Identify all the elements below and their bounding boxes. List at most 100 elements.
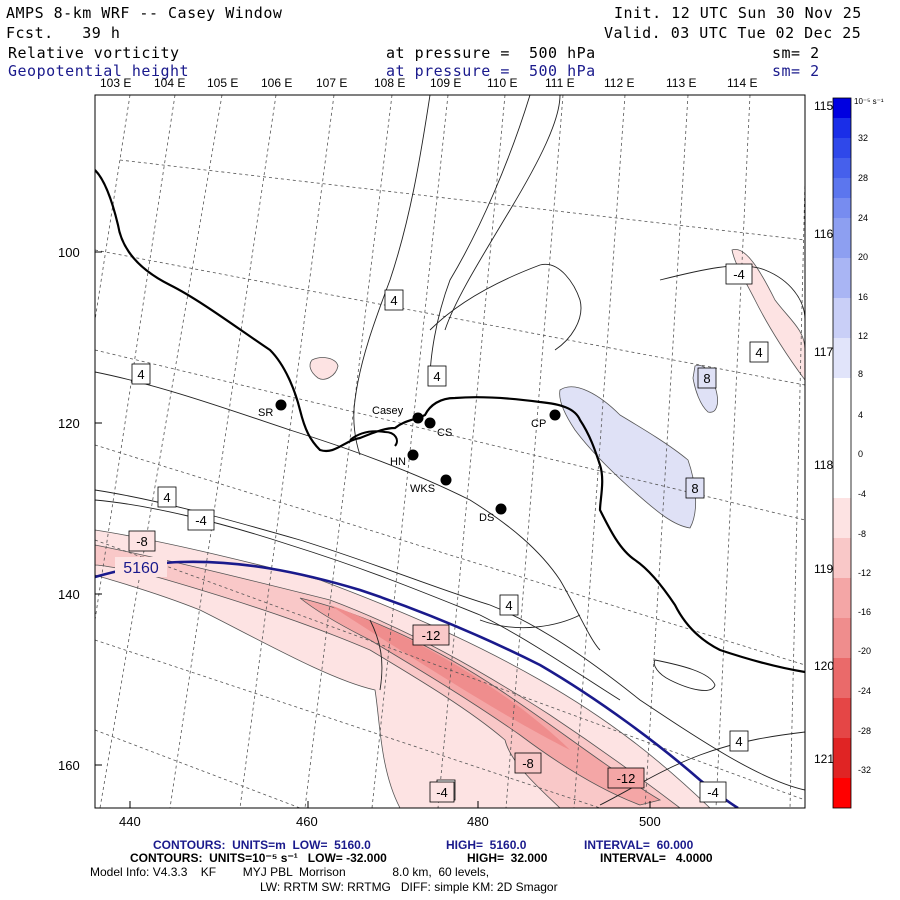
contour-label: 4: [755, 345, 762, 360]
contour-label: 8: [691, 481, 698, 496]
x-tick-label: 460: [296, 814, 318, 829]
lon-label: 113 E: [666, 76, 697, 90]
forecast-hour: Fcst. 39 h: [6, 24, 121, 42]
island: [349, 430, 398, 447]
lon-label: 111 E: [545, 76, 575, 90]
station-label: CS: [437, 427, 452, 439]
lon-label: 107 E: [316, 76, 348, 90]
contour-label: 4: [433, 369, 440, 384]
lat-lon-grid: [95, 95, 805, 808]
footer-model-info: Model Info: V4.3.3 KF MYJ PBL Morrison 8…: [90, 865, 490, 879]
station-markers: SR Casey CS HN WKS DS CP: [258, 399, 561, 524]
footer-vort-interval: INTERVAL= 4.0000: [600, 851, 713, 865]
lon-label: 105 E: [207, 76, 239, 90]
lon-label: 103 E: [100, 76, 132, 90]
lon-label: 109 E: [430, 76, 462, 90]
x-tick-label: 500: [639, 814, 661, 829]
footer-height-info: CONTOURS: UNITS=m LOW= 5160.0: [153, 838, 371, 852]
contour-label: 4: [137, 367, 144, 382]
colorbar-label: 24: [858, 213, 868, 223]
colorbar-label: 12: [858, 331, 868, 341]
y-axis-ticks: [95, 251, 651, 808]
lon-label: 110 E: [487, 76, 518, 90]
contour-label: 4: [735, 734, 742, 749]
y-tick-label: 100: [58, 245, 80, 260]
init-time: Init. 12 UTC Sun 30 Nov 25: [614, 4, 862, 22]
station-label: WKS: [410, 483, 435, 495]
station-dot-wks: [440, 474, 452, 486]
contour-label: 4: [163, 490, 170, 505]
station-label: DS: [479, 512, 494, 524]
colorbar-label: -28: [858, 726, 871, 736]
colorbar-label: -4: [858, 489, 866, 499]
height-contour-5160: [95, 560, 739, 808]
footer-height-interval: INTERVAL= 60.000: [584, 838, 694, 852]
x-tick-label: 440: [119, 814, 141, 829]
field2-level: at pressure = 500 hPa: [386, 62, 596, 80]
footer-vort-high: HIGH= 32.000: [467, 851, 548, 865]
footer-physics-info: LW: RRTM SW: RRTMG DIFF: simple KM: 2D S…: [260, 880, 558, 894]
field1-smoothing: sm= 2: [772, 44, 820, 62]
height-contour-label: 5160: [123, 560, 159, 577]
plot-frame: [94, 94, 806, 809]
colorbar-label: -16: [858, 607, 871, 617]
colorbar-label: 20: [858, 252, 868, 262]
contour-label: -4: [436, 785, 448, 800]
colorbar-label: -20: [858, 646, 871, 656]
colorbar-label: -24: [858, 686, 871, 696]
lon-label: 106 E: [261, 76, 293, 90]
station-label: Casey: [372, 405, 404, 417]
lon-label: 108 E: [374, 76, 406, 90]
colorbar-label: 32: [858, 133, 868, 143]
valid-time: Valid. 03 UTC Tue 02 Dec 25: [604, 24, 862, 42]
footer-height-high: HIGH= 5160.0: [446, 838, 527, 852]
contour-label: 4: [390, 293, 397, 308]
colorbar-label: 0: [858, 449, 863, 459]
neg-vort-shade-deep: [330, 605, 570, 750]
contour-label: 8: [703, 371, 710, 386]
vorticity-contours: [95, 95, 805, 806]
x-tick-label: 480: [467, 814, 489, 829]
coastline: [95, 169, 805, 674]
contour-label: -8: [136, 534, 148, 549]
field1-level: at pressure = 500 hPa: [386, 44, 596, 62]
contour-label: 4: [505, 598, 512, 613]
field2-name: Geopotential height: [8, 62, 190, 80]
y-tick-label: 120: [58, 416, 80, 431]
colorbar-label: -32: [858, 765, 871, 775]
colorbar-label: -8: [858, 529, 866, 539]
pos-vort-patch: [559, 386, 696, 529]
field2-smoothing: sm= 2: [772, 62, 820, 80]
colorbar: [832, 97, 852, 809]
lon-label: 104 E: [154, 76, 186, 90]
lon-label: 114 E: [727, 76, 758, 90]
colorbar-label: 28: [858, 173, 868, 183]
contour-label: -4: [707, 785, 719, 800]
field1-name: Relative vorticity: [8, 44, 180, 62]
station-label: CP: [531, 418, 546, 430]
map-title: AMPS 8-km WRF -- Casey Window: [6, 4, 283, 22]
contour-label: -8: [522, 756, 534, 771]
colorbar-label: 4: [858, 410, 863, 420]
colorbar-label: 8: [858, 369, 863, 379]
station-dot-cs: [424, 417, 436, 429]
footer-vort-info: CONTOURS: UNITS=10⁻⁵ s⁻¹ LOW= -32.000: [130, 851, 387, 865]
station-label: SR: [258, 407, 273, 419]
neg-vort-shade-strong: [299, 597, 662, 806]
station-dot-cp: [549, 409, 561, 421]
station-label: HN: [390, 456, 406, 468]
neg-vort-patch: [309, 357, 339, 380]
y-tick-label: 160: [58, 758, 80, 773]
station-dot-ds: [495, 503, 507, 515]
lon-label: 112 E: [604, 76, 635, 90]
station-dot-casey: [412, 412, 424, 424]
contour-label: -12: [422, 628, 441, 643]
colorbar-label: -12: [858, 568, 871, 578]
station-dot-sr: [275, 399, 287, 411]
colorbar-label: 16: [858, 292, 868, 302]
contour-label: -12: [617, 771, 636, 786]
contour-label: -4: [733, 267, 745, 282]
contour-label: -4: [195, 513, 207, 528]
y-tick-label: 140: [58, 587, 80, 602]
